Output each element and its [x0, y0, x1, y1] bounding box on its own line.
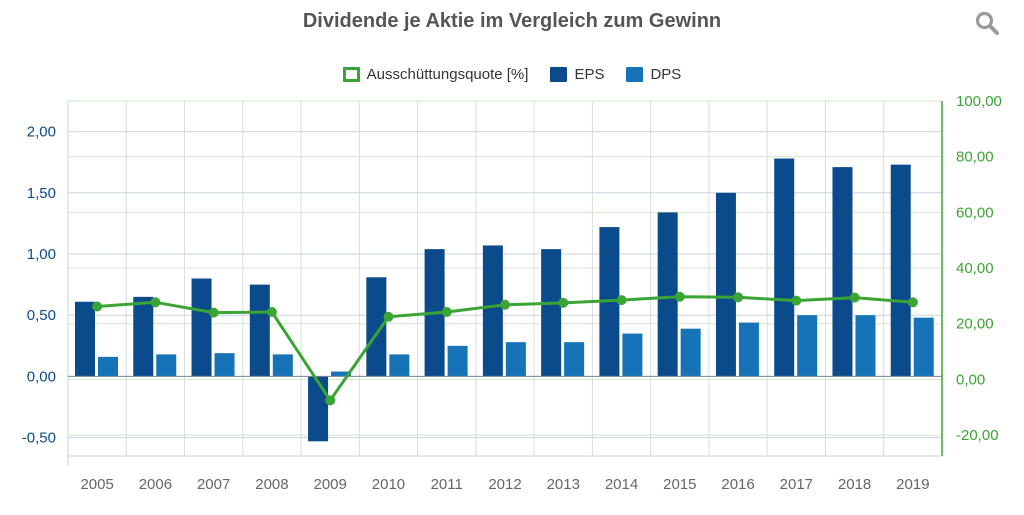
payout-ratio-point[interactable]: [325, 395, 336, 406]
payout-ratio-point[interactable]: [500, 299, 510, 310]
dps-bar[interactable]: [447, 345, 468, 377]
legend-bar-swatch: [550, 67, 568, 82]
eps-bar[interactable]: [133, 296, 154, 377]
dps-bar[interactable]: [331, 371, 352, 377]
right-axis-tick-label: 20,00: [956, 316, 994, 333]
left-axis-tick-label: 1,50: [27, 185, 56, 202]
x-axis-tick-label: 2018: [838, 476, 871, 493]
payout-ratio-point[interactable]: [674, 291, 685, 302]
plot-background: [68, 101, 942, 456]
chart-title: Dividende je Aktie im Vergleich zum Gewi…: [302, 10, 722, 32]
left-axis-tick-label: 0,50: [27, 307, 56, 324]
dps-bar[interactable]: [389, 354, 410, 377]
right-axis-tick-label: 80,00: [956, 149, 994, 166]
x-axis-tick-label: 2011: [431, 476, 463, 493]
payout-ratio-point[interactable]: [92, 301, 103, 312]
eps-bar[interactable]: [657, 212, 678, 377]
eps-bar[interactable]: [715, 192, 736, 377]
payout-ratio-point[interactable]: [791, 295, 802, 306]
x-axis-tick-label: 2008: [255, 476, 288, 493]
right-axis-tick-label: -20,00: [956, 427, 999, 444]
dps-bar[interactable]: [855, 315, 876, 377]
payout-ratio-point[interactable]: [849, 292, 860, 303]
dps-bar[interactable]: [564, 342, 585, 377]
dps-bar[interactable]: [156, 354, 177, 377]
legend-item-eps[interactable]: EPS: [550, 66, 604, 83]
eps-bar[interactable]: [366, 277, 387, 377]
legend-label: DPS: [650, 66, 682, 83]
dps-bar[interactable]: [797, 315, 818, 377]
right-axis-tick-label: 40,00: [956, 260, 994, 277]
dps-bar[interactable]: [680, 328, 701, 377]
eps-bar[interactable]: [482, 245, 503, 377]
x-axis-tick-label: 2013: [547, 476, 580, 493]
eps-bar[interactable]: [249, 284, 270, 377]
payout-ratio-point[interactable]: [208, 307, 219, 318]
payout-ratio-point[interactable]: [907, 297, 918, 308]
left-axis-tick-label: -0,50: [22, 430, 56, 447]
dps-bar[interactable]: [214, 353, 235, 377]
dps-bar[interactable]: [913, 317, 934, 377]
x-axis-tick-label: 2014: [605, 476, 638, 493]
left-axis-tick-label: 2,00: [27, 124, 56, 141]
x-axis-tick-label: 2010: [372, 476, 405, 493]
right-axis-tick-label: 60,00: [956, 204, 994, 221]
x-axis-tick-label: 2005: [80, 476, 113, 493]
legend-item-dps[interactable]: DPS: [626, 66, 681, 83]
eps-bar[interactable]: [832, 167, 853, 377]
payout-ratio-point[interactable]: [266, 307, 277, 318]
eps-bar[interactable]: [308, 376, 329, 442]
x-axis-tick-label: 2009: [314, 476, 347, 493]
payout-ratio-point[interactable]: [441, 307, 452, 318]
legend-bar-swatch: [626, 67, 644, 82]
eps-bar[interactable]: [541, 249, 562, 377]
payout-ratio-point[interactable]: [558, 297, 569, 308]
x-axis-tick-label: 2015: [663, 476, 696, 493]
eps-bar[interactable]: [75, 301, 95, 377]
legend-label: Ausschüttungsquote [%]: [366, 66, 529, 83]
x-axis-tick-label: 2007: [197, 476, 230, 493]
right-axis-tick-label: 100,00: [956, 93, 1002, 110]
legend-line-swatch: [342, 67, 360, 82]
right-axis-tick-label: 0,00: [956, 371, 985, 388]
eps-bar[interactable]: [774, 158, 795, 377]
payout-ratio-point[interactable]: [733, 292, 744, 303]
x-axis-tick-label: 2019: [896, 476, 929, 493]
dps-bar[interactable]: [98, 356, 118, 377]
payout-ratio-point[interactable]: [616, 295, 627, 306]
dps-bar[interactable]: [622, 333, 643, 377]
dps-bar[interactable]: [505, 342, 526, 377]
left-axis-tick-label: 0,00: [27, 368, 56, 385]
x-axis-tick-label: 2006: [139, 476, 172, 493]
x-axis-tick-label: 2017: [780, 476, 813, 493]
dps-bar[interactable]: [738, 322, 759, 377]
x-axis-tick-label: 2016: [721, 476, 754, 493]
eps-bar[interactable]: [890, 164, 911, 377]
payout-ratio-point[interactable]: [150, 297, 161, 308]
search-icon[interactable]: [974, 10, 1000, 36]
legend-label: EPS: [574, 66, 605, 83]
legend-item-payout-ratio[interactable]: Ausschüttungsquote [%]: [342, 66, 529, 83]
chart-legend: Ausschüttungsquote [%] EPS DPS: [0, 66, 1024, 83]
dps-bar[interactable]: [272, 354, 293, 377]
eps-bar[interactable]: [191, 278, 212, 377]
x-axis-tick-label: 2012: [488, 476, 521, 493]
payout-ratio-point[interactable]: [383, 311, 394, 322]
left-axis-tick-label: 1,00: [27, 246, 56, 263]
